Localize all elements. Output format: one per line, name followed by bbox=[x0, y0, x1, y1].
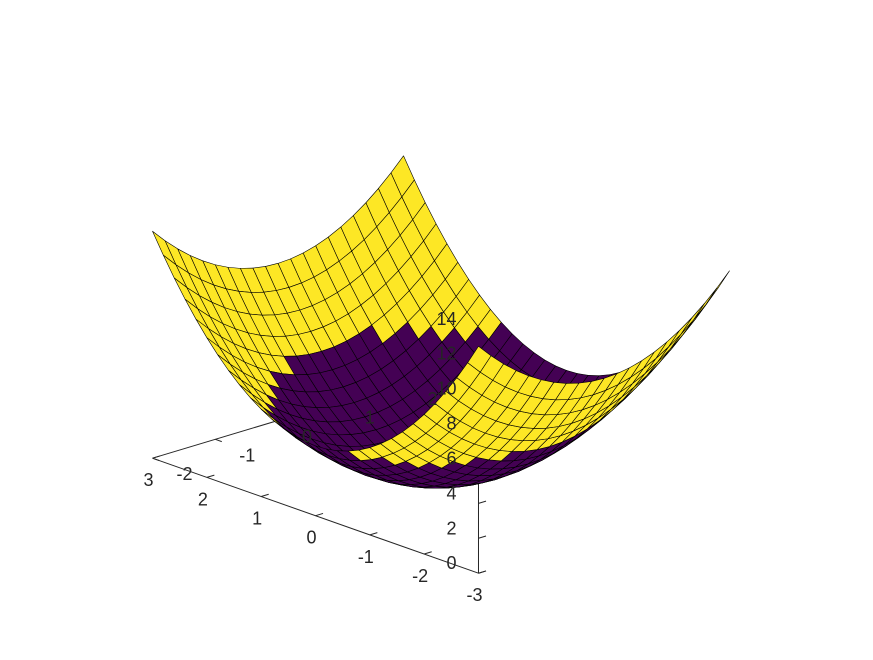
y-tick-label: 0 bbox=[302, 426, 312, 446]
surface-facet bbox=[467, 345, 492, 373]
x-tick-label: 1 bbox=[252, 509, 262, 529]
x-tick-mark bbox=[206, 474, 215, 478]
y-tick-mark bbox=[152, 457, 160, 461]
z-tick-label: 12 bbox=[436, 344, 456, 364]
x-tick-label: -2 bbox=[412, 566, 428, 586]
y-tick-mark bbox=[215, 438, 222, 443]
z-tick-mark bbox=[478, 535, 487, 539]
z-tick-label: 10 bbox=[436, 379, 456, 399]
surface-facet bbox=[680, 303, 705, 335]
z-tick-label: 4 bbox=[446, 483, 456, 503]
y-tick-label: 2 bbox=[428, 389, 438, 409]
y-tick-label: 1 bbox=[365, 408, 375, 428]
x-tick-mark bbox=[424, 551, 432, 555]
y-tick-label: -2 bbox=[177, 464, 193, 484]
x-tick-mark bbox=[261, 493, 269, 498]
z-tick-label: 8 bbox=[446, 414, 456, 434]
x-tick-label: 2 bbox=[198, 489, 208, 509]
x-tick-mark bbox=[315, 512, 324, 517]
z-tick-label: 14 bbox=[436, 309, 456, 329]
x-tick-label: 3 bbox=[144, 470, 154, 490]
z-tick-label: 2 bbox=[446, 518, 456, 538]
x-tick-label: -1 bbox=[358, 547, 374, 567]
z-tick-mark bbox=[478, 500, 487, 504]
surface-mesh bbox=[152, 155, 730, 489]
surface-facet bbox=[668, 317, 693, 348]
x-tick-label: 0 bbox=[306, 528, 316, 548]
x-tick-mark bbox=[152, 455, 161, 459]
y-tick-label: -1 bbox=[239, 445, 255, 465]
z-tick-label: 6 bbox=[446, 448, 456, 468]
z-tick-label: 0 bbox=[446, 553, 456, 573]
surface-facet bbox=[655, 330, 680, 359]
x-tick-mark bbox=[369, 532, 378, 536]
x-tick-label: -3 bbox=[466, 585, 482, 605]
z-tick-mark bbox=[478, 570, 487, 574]
